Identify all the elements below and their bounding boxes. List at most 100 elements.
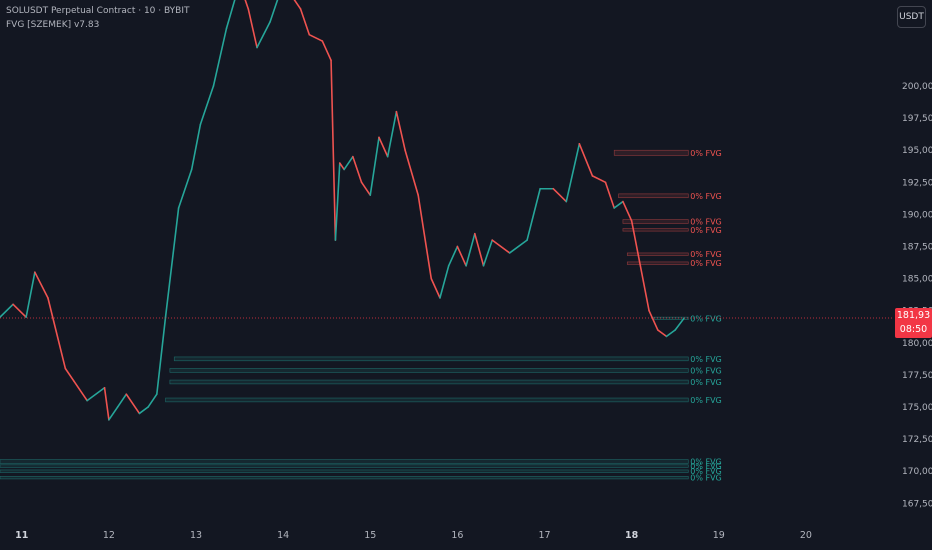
fvg-label: 0% FVG xyxy=(690,366,722,375)
price-segment xyxy=(404,149,419,196)
fvg-label: 0% FVG xyxy=(690,149,722,158)
y-tick-label: 200,00 xyxy=(902,82,932,92)
price-segment xyxy=(225,0,236,30)
price-segment xyxy=(138,406,149,415)
fvg-label: 0% FVG xyxy=(690,259,722,268)
y-tick-label: 167,50 xyxy=(902,499,932,509)
fvg-zone xyxy=(613,149,689,156)
time-axis[interactable]: 11 12 13 14 15 16 17 18 19 20 xyxy=(15,530,812,541)
fvg-label: 0% FVG xyxy=(690,458,722,467)
y-tick-label: 172,50 xyxy=(902,435,932,445)
last-price-badge: 181,93 08:50 xyxy=(895,308,932,339)
price-segment xyxy=(12,303,27,318)
y-tick-label: 177,50 xyxy=(902,371,932,381)
price-segment xyxy=(591,175,607,184)
fvg-label: 0% FVG xyxy=(690,462,722,471)
y-tick-label: 175,00 xyxy=(902,403,932,413)
fvg-zone xyxy=(169,368,689,373)
price-segment xyxy=(334,162,341,241)
fvg-label: 0% FVG xyxy=(690,250,722,259)
price-segment xyxy=(491,239,511,254)
fvg-label: 0% FVG xyxy=(690,226,722,235)
x-tick-label: 11 xyxy=(15,530,28,541)
price-segment xyxy=(508,239,528,254)
price-segment xyxy=(321,40,332,62)
fvg-zone xyxy=(626,252,689,256)
price-segment xyxy=(465,232,476,267)
price-axis[interactable]: 167,50170,00172,50175,00177,50180,00182,… xyxy=(902,82,932,509)
symbol-title[interactable]: SOLUSDT Perpetual Contract · 10 · BYBIT xyxy=(6,6,190,16)
price-segment xyxy=(665,329,676,338)
price-segment xyxy=(378,136,389,158)
price-segment xyxy=(447,245,459,267)
price-segment xyxy=(293,0,302,10)
price-segment xyxy=(565,143,581,203)
price-segment xyxy=(64,367,75,383)
fvg-zone xyxy=(0,469,689,473)
y-tick-label: 195,00 xyxy=(902,146,932,156)
bar-countdown: 08:50 xyxy=(899,324,928,336)
price-segment xyxy=(108,406,119,421)
fvg-label: 0% FVG xyxy=(690,378,722,387)
price-segment xyxy=(338,162,345,171)
price-segment xyxy=(308,33,324,42)
x-tick-label: 13 xyxy=(190,530,202,541)
price-segment xyxy=(116,393,128,408)
y-tick-label: 190,00 xyxy=(902,210,932,220)
price-segment xyxy=(648,309,659,331)
fvg-label: 0% FVG xyxy=(690,192,722,201)
y-tick-label: 185,00 xyxy=(902,275,932,285)
x-tick-label: 19 xyxy=(713,530,725,541)
price-segment xyxy=(622,200,633,222)
price-segment xyxy=(343,155,354,171)
price-segment xyxy=(299,8,311,36)
fvg-label: 0% FVG xyxy=(690,217,722,226)
currency-button[interactable]: USDT xyxy=(897,6,926,28)
y-tick-label: 170,00 xyxy=(902,467,932,477)
price-segment xyxy=(474,232,485,267)
indicator-title[interactable]: FVG [SZEMEK] v7.83 xyxy=(6,20,100,30)
price-segment xyxy=(244,0,250,10)
price-segment xyxy=(86,386,106,402)
price-segment xyxy=(578,143,594,177)
price-series-layer xyxy=(0,0,685,421)
price-segment xyxy=(430,277,441,299)
fvg-zone xyxy=(622,228,689,232)
fvg-label: 0% FVG xyxy=(690,467,722,476)
price-segment xyxy=(125,393,141,415)
fvg-zone xyxy=(173,356,689,362)
fvg-zone xyxy=(165,397,689,403)
price-segment xyxy=(604,181,616,209)
price-segment xyxy=(190,123,202,171)
fvg-label: 0% FVG xyxy=(690,396,722,405)
y-tick-label: 197,50 xyxy=(902,114,932,124)
x-tick-label: 20 xyxy=(800,530,812,541)
x-tick-label: 14 xyxy=(277,530,289,541)
fvg-zone xyxy=(622,219,689,224)
x-tick-label: 16 xyxy=(451,530,463,541)
fvg-zone xyxy=(0,476,689,480)
price-segment xyxy=(613,200,624,209)
price-segment xyxy=(256,21,271,49)
x-tick-label: 12 xyxy=(103,530,115,541)
fvg-zone xyxy=(0,464,689,468)
x-tick-label: 17 xyxy=(538,530,550,541)
price-segment xyxy=(352,155,363,184)
price-segment xyxy=(369,136,380,196)
price-segment xyxy=(330,59,337,241)
price-segment xyxy=(360,181,372,196)
fvg-zone xyxy=(169,379,689,385)
price-segment xyxy=(639,264,650,312)
fvg-label: 0% FVG xyxy=(690,355,722,364)
price-segment xyxy=(417,194,433,280)
y-tick-label: 180,00 xyxy=(902,339,932,349)
y-tick-label: 187,50 xyxy=(902,243,932,253)
price-segment xyxy=(34,271,49,299)
x-tick-label: 18 xyxy=(625,530,639,541)
price-segment xyxy=(147,393,158,408)
fvg-label: 0% FVG xyxy=(690,474,722,483)
price-segment xyxy=(656,329,668,338)
price-segment xyxy=(674,317,685,331)
